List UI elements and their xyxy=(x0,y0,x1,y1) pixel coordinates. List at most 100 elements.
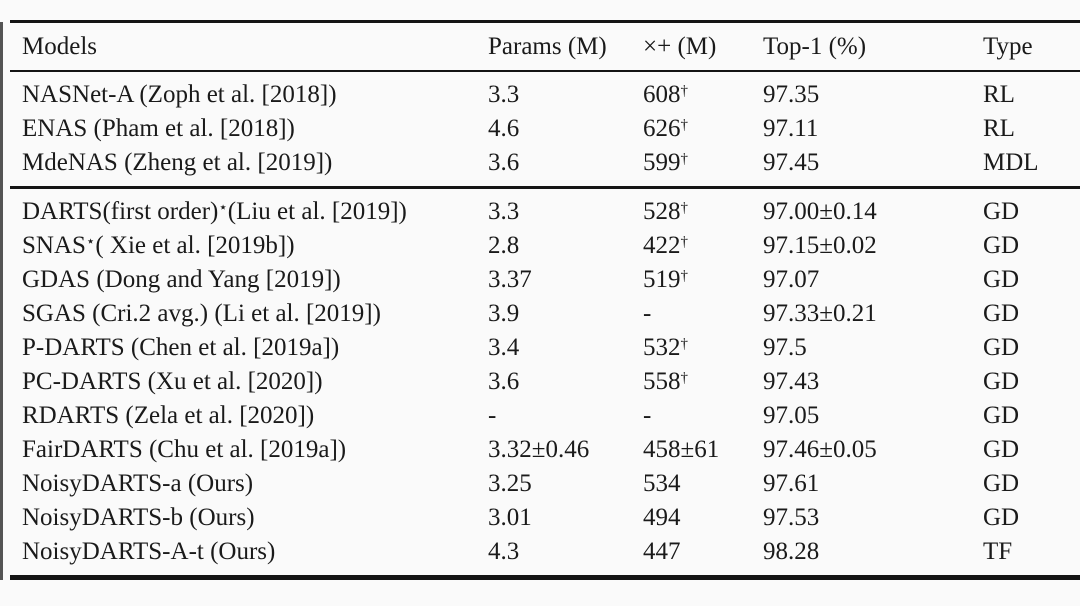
madds-value: - xyxy=(643,300,652,327)
madds-value: 447 xyxy=(643,538,681,565)
dagger-superscript: † xyxy=(680,200,689,216)
star-superscript: ⋆ xyxy=(85,234,96,250)
type-cell: GD xyxy=(983,402,1020,429)
models-cell: SNAS⋆( Xie et al. [2019b]) xyxy=(10,229,488,263)
madds-value: 458±61 xyxy=(643,436,720,463)
params-cell: 4.3 xyxy=(488,535,643,580)
model-name: P-DARTS (Chen et al. [2019a]) xyxy=(22,334,340,361)
top1-cell: 97.5 xyxy=(763,334,807,361)
madds-cell: 626† xyxy=(643,112,763,146)
header-row: Models Params (M) ×+ (M) Top-1 (%) Type xyxy=(10,21,1080,72)
madds-cell: - xyxy=(643,297,763,331)
madds-value: 608 xyxy=(643,81,681,108)
type-cell: GD xyxy=(983,232,1020,259)
table-row: DARTS(first order)⋆(Liu et al. [2019]) 3… xyxy=(10,186,1080,229)
madds-cell: 519† xyxy=(643,263,763,297)
madds-value: 528 xyxy=(643,198,681,225)
params-cell: 3.3 xyxy=(488,81,520,108)
type-cell: GD xyxy=(983,504,1020,531)
table-row: RDARTS (Zela et al. [2020]) - - 97.05 GD xyxy=(10,399,1080,433)
model-name: PC-DARTS (Xu et al. [2020]) xyxy=(22,368,323,395)
model-name: RDARTS (Zela et al. [2020]) xyxy=(22,402,315,429)
model-name: NoisyDARTS-a (Ours) xyxy=(22,470,254,497)
models-cell: GDAS (Dong and Yang [2019]) xyxy=(10,263,488,297)
table-row: MdeNAS (Zheng et al. [2019]) 3.6 599† 97… xyxy=(10,146,1080,188)
madds-cell: 608† xyxy=(643,71,763,112)
madds-value: 599 xyxy=(643,149,681,176)
table-row: FairDARTS (Chu et al. [2019a]) 3.32±0.46… xyxy=(10,433,1080,467)
star-superscript: ⋆ xyxy=(218,200,228,216)
params-cell: 3.4 xyxy=(488,334,520,361)
madds-value: 558 xyxy=(643,368,681,395)
type-cell: RL xyxy=(983,115,1015,142)
models-cell: NoisyDARTS-b (Ours) xyxy=(10,501,488,535)
models-cell: NASNet-A (Zoph et al. [2018]) xyxy=(10,71,488,112)
model-name: MdeNAS (Zheng et al. [2019]) xyxy=(22,149,333,176)
type-cell: RL xyxy=(983,81,1015,108)
params-cell: 4.6 xyxy=(488,115,520,142)
params-cell: 3.25 xyxy=(488,470,532,497)
models-cell: MdeNAS (Zheng et al. [2019]) xyxy=(10,146,488,188)
madds-value: 519 xyxy=(643,266,681,293)
madds-value: 422 xyxy=(643,232,681,259)
table-row: ENAS (Pham et al. [2018]) 4.6 626† 97.11… xyxy=(10,112,1080,146)
top1-cell: 97.61 xyxy=(763,470,820,497)
table-row: NoisyDARTS-b (Ours) 3.01 494 97.53 GD xyxy=(10,501,1080,535)
table-row: SNAS⋆( Xie et al. [2019b]) 2.8 422† 97.1… xyxy=(10,229,1080,263)
madds-value: 534 xyxy=(643,470,681,497)
table-row: NoisyDARTS-a (Ours) 3.25 534 97.61 GD xyxy=(10,467,1080,501)
column-header-type: Type xyxy=(983,21,1080,72)
madds-cell: 447 xyxy=(643,535,763,580)
model-name: GDAS (Dong and Yang [2019]) xyxy=(22,266,341,293)
top1-cell: 97.15±0.02 xyxy=(763,232,877,259)
type-cell: MDL xyxy=(983,149,1039,176)
madds-cell: 532† xyxy=(643,331,763,365)
model-name: SNAS xyxy=(22,232,86,259)
params-cell: 3.01 xyxy=(488,504,532,531)
top1-cell: 97.00±0.14 xyxy=(763,186,983,229)
params-cell: - xyxy=(488,402,497,429)
madds-value: 532 xyxy=(643,334,681,361)
params-cell: 2.8 xyxy=(488,232,520,259)
madds-cell: 599† xyxy=(643,146,763,188)
type-cell: GD xyxy=(983,334,1020,361)
top1-cell: 97.05 xyxy=(763,402,820,429)
madds-cell: 558† xyxy=(643,365,763,399)
type-cell: TF xyxy=(983,535,1080,580)
model-name: NoisyDARTS-A-t (Ours) xyxy=(22,538,276,565)
table-row: GDAS (Dong and Yang [2019]) 3.37 519† 97… xyxy=(10,263,1080,297)
madds-cell: 422† xyxy=(643,229,763,263)
results-table-container: Models Params (M) ×+ (M) Top-1 (%) Type … xyxy=(10,20,1080,580)
params-cell: 3.6 xyxy=(488,149,520,176)
models-cell: ENAS (Pham et al. [2018]) xyxy=(10,112,488,146)
table-row: SGAS (Cri.2 avg.) (Li et al. [2019]) 3.9… xyxy=(10,297,1080,331)
results-table: Models Params (M) ×+ (M) Top-1 (%) Type … xyxy=(10,20,1080,580)
model-name: DARTS(first order) xyxy=(22,198,219,225)
dagger-superscript: † xyxy=(680,234,689,250)
table-row: P-DARTS (Chen et al. [2019a]) 3.4 532† 9… xyxy=(10,331,1080,365)
models-cell: PC-DARTS (Xu et al. [2020]) xyxy=(10,365,488,399)
madds-value: 494 xyxy=(643,504,681,531)
params-cell: 3.32±0.46 xyxy=(488,436,590,463)
table-row: NoisyDARTS-A-t (Ours) 4.3 447 98.28 TF xyxy=(10,535,1080,580)
dagger-superscript: † xyxy=(680,268,689,284)
madds-cell: 528† xyxy=(643,186,763,229)
madds-value: - xyxy=(643,402,652,429)
type-cell: GD xyxy=(983,266,1020,293)
top1-cell: 97.07 xyxy=(763,266,820,293)
column-header-params: Params (M) xyxy=(488,21,643,72)
models-cell: FairDARTS (Chu et al. [2019a]) xyxy=(10,433,488,467)
params-cell: 3.6 xyxy=(488,368,520,395)
model-name: SGAS (Cri.2 avg.) (Li et al. [2019]) xyxy=(22,300,381,327)
model-name: FairDARTS (Chu et al. [2019a]) xyxy=(22,436,347,463)
models-cell: NoisyDARTS-a (Ours) xyxy=(10,467,488,501)
type-cell: GD xyxy=(983,186,1080,229)
dagger-superscript: † xyxy=(680,370,689,386)
table-row: PC-DARTS (Xu et al. [2020]) 3.6 558† 97.… xyxy=(10,365,1080,399)
model-citation: (Liu et al. [2019]) xyxy=(227,198,407,225)
top1-cell: 97.35 xyxy=(763,81,820,108)
table-group-gd: DARTS(first order)⋆(Liu et al. [2019]) 3… xyxy=(10,186,1080,580)
madds-value: 626 xyxy=(643,115,681,142)
top1-cell: 97.53 xyxy=(763,504,820,531)
